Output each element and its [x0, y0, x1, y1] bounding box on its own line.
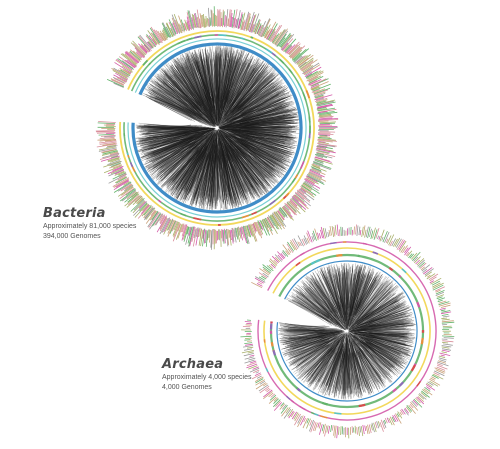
ring-segment — [186, 37, 193, 41]
ring-segment — [372, 251, 379, 255]
ring-segment — [129, 162, 134, 168]
ring-segment — [416, 380, 421, 387]
ring-segment — [398, 274, 402, 278]
annotation-ring-2 — [269, 253, 425, 409]
annotation-ring-3 — [263, 247, 431, 415]
tip-annotation-ticks — [244, 224, 452, 439]
ring-segment — [358, 403, 366, 408]
tip-annotation-ticks — [100, 12, 339, 247]
ring-segment — [193, 217, 202, 221]
ring-segment — [288, 68, 293, 74]
ring-segment — [250, 36, 254, 39]
ring-segment — [298, 83, 302, 89]
ring-segment — [334, 412, 342, 415]
ring-segment — [302, 92, 307, 101]
tip-annotation-ticks — [95, 9, 339, 247]
ring-segment — [286, 395, 291, 401]
ring-segment — [420, 337, 424, 345]
archaea-tree-diagram — [240, 224, 455, 439]
ring-segment — [295, 261, 301, 267]
ring-segment — [336, 254, 343, 257]
ring-segment — [321, 401, 328, 406]
ring-segment — [410, 364, 416, 372]
ring-segment — [142, 59, 149, 66]
bacteria-label: Bacteria Approximately 81,000 species 39… — [43, 206, 136, 242]
bacteria-tree-diagram — [95, 6, 339, 250]
tip-annotation-ticks — [242, 224, 454, 437]
ring-segment — [241, 214, 250, 219]
ring-segment — [310, 261, 316, 265]
bacteria-title: Bacteria — [43, 206, 106, 221]
ring-segment — [313, 413, 319, 416]
tip-annotation-ticks — [98, 12, 337, 250]
ring-segment — [305, 90, 311, 99]
annotation-ring-1 — [276, 260, 418, 402]
ring-segment — [269, 199, 276, 206]
ring-segment — [291, 177, 297, 184]
ring-segment — [157, 199, 162, 203]
ring-segment — [290, 399, 295, 403]
ring-segment — [265, 367, 269, 373]
annotation-ring-1 — [131, 42, 303, 214]
tip-annotation-ticks — [240, 226, 455, 435]
ring-segment — [320, 415, 328, 419]
ring-segment — [329, 241, 337, 245]
ring-segment — [297, 388, 301, 392]
ring-segment — [279, 58, 285, 64]
ring-segment — [308, 116, 311, 123]
ring-segment — [177, 39, 186, 45]
ring-segment — [299, 405, 306, 411]
archaea-genome-count: 4,000 Genomes — [162, 384, 212, 391]
ring-segment — [148, 62, 151, 66]
tip-annotation-ticks — [98, 7, 338, 250]
ring-segment — [272, 349, 277, 356]
tip-annotation-ticks — [243, 225, 454, 435]
tree-core — [293, 277, 401, 385]
tip-annotation-ticks — [97, 9, 333, 246]
bacteria-genome-count: 394,000 Genomes — [43, 233, 101, 240]
tree-branches — [277, 262, 416, 400]
tree-core — [152, 63, 282, 193]
archaea-species-count: Approximately 4,000 species — [162, 374, 252, 381]
ring-segment — [315, 258, 321, 263]
ring-segment — [300, 252, 305, 256]
ring-segment — [126, 152, 129, 156]
ring-segment — [398, 381, 404, 387]
ring-segment — [416, 301, 421, 308]
ring-segment — [392, 387, 398, 393]
ring-segment — [285, 192, 290, 197]
ring-segment — [270, 342, 274, 347]
ring-segment — [127, 154, 130, 158]
annotation-ring-2 — [127, 38, 307, 218]
tip-annotation-ticks — [97, 6, 338, 247]
ring-segment — [294, 174, 299, 179]
ring-segment — [299, 161, 305, 170]
ring-segment — [362, 242, 368, 245]
ring-segment — [265, 48, 273, 54]
ring-segment — [251, 211, 258, 216]
tip-annotation-ticks — [241, 225, 452, 439]
ring-segment — [179, 212, 187, 217]
tip-annotation-ticks — [245, 225, 454, 438]
archaea-label: Archaea Approximately 4,000 species 4,00… — [162, 357, 252, 393]
bacteria-species-count: Approximately 81,000 species — [43, 223, 137, 230]
ring-segment — [194, 35, 202, 39]
archaea-title: Archaea — [162, 357, 224, 372]
tree-branches — [134, 45, 300, 211]
ring-segment — [388, 266, 394, 272]
ring-segment — [401, 268, 407, 274]
ring-segment — [240, 37, 245, 40]
annotation-ring-4 — [119, 30, 315, 226]
